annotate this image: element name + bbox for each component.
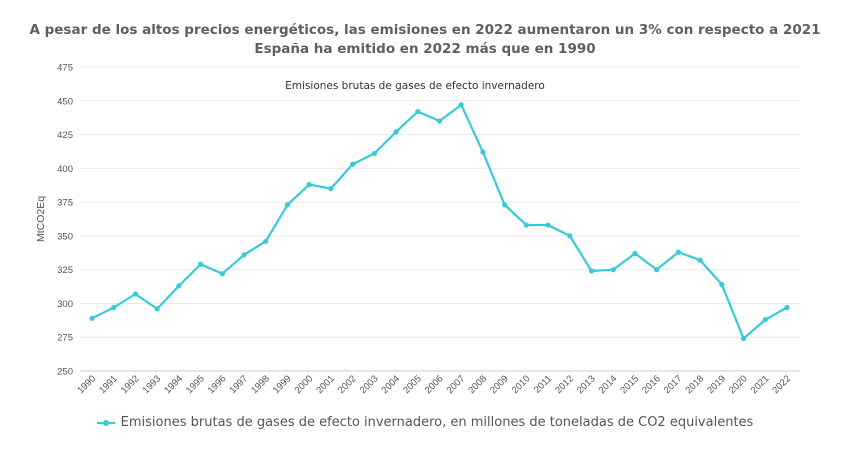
data-point[interactable] xyxy=(111,304,117,311)
x-tick-label: 1990 xyxy=(75,373,98,396)
data-point[interactable] xyxy=(632,250,638,257)
y-axis-label: MtCO2Eq xyxy=(35,196,47,242)
data-point[interactable] xyxy=(328,186,334,192)
x-tick-label: 1993 xyxy=(141,373,164,396)
x-tick-label: 2020 xyxy=(727,373,750,396)
x-axis-ticks: 1990199119921993199419951996199719981999… xyxy=(75,373,793,396)
data-point[interactable] xyxy=(480,149,486,155)
x-tick-label: 2002 xyxy=(336,373,359,396)
x-tick-label: 2007 xyxy=(445,373,468,396)
x-tick-label: 2005 xyxy=(401,373,424,396)
data-point[interactable] xyxy=(458,102,464,108)
data-point[interactable] xyxy=(523,222,529,228)
x-tick-label: 2014 xyxy=(597,373,620,396)
y-axis-ticks: 250 275 300 325 350 375 400 425 450 475 xyxy=(57,63,73,378)
chart-inner-title: Emisiones brutas de gases de efecto inve… xyxy=(285,80,545,92)
data-point[interactable] xyxy=(762,317,768,323)
data-point[interactable] xyxy=(176,283,182,289)
chart-subheadline: España ha emitido en 2022 más que en 199… xyxy=(254,41,596,57)
y-tick-label: 400 xyxy=(57,164,73,175)
data-point[interactable] xyxy=(241,252,247,258)
y-tick-label: 250 xyxy=(57,367,73,378)
x-tick-label: 2015 xyxy=(618,373,641,396)
x-tick-label: 2017 xyxy=(662,373,685,396)
data-point[interactable] xyxy=(697,257,703,263)
data-point[interactable] xyxy=(502,202,508,208)
legend[interactable]: Emisiones brutas de gases de efecto inve… xyxy=(0,415,850,430)
legend-marker-icon xyxy=(96,418,115,428)
data-point[interactable] xyxy=(132,291,139,297)
data-point[interactable] xyxy=(740,335,747,342)
y-tick-label: 425 xyxy=(57,130,73,141)
x-tick-label: 2012 xyxy=(553,373,576,396)
data-point[interactable] xyxy=(306,181,312,188)
data-point[interactable] xyxy=(610,267,616,273)
x-tick-label: 1992 xyxy=(119,373,142,396)
x-tick-label: 2006 xyxy=(423,373,446,396)
data-point[interactable] xyxy=(436,118,443,124)
x-tick-label: 1997 xyxy=(227,373,250,396)
data-point[interactable] xyxy=(545,222,551,228)
x-tick-label: 2019 xyxy=(705,373,728,396)
x-tick-label: 2001 xyxy=(314,373,337,396)
y-tick-label: 325 xyxy=(57,265,73,276)
data-point[interactable] xyxy=(350,161,356,167)
y-tick-label: 450 xyxy=(57,96,73,107)
legend-label: Emisiones brutas de gases de efecto inve… xyxy=(120,415,754,430)
x-tick-label: 1996 xyxy=(206,373,229,396)
data-point[interactable] xyxy=(197,261,204,267)
data-point[interactable] xyxy=(415,108,421,115)
data-point[interactable] xyxy=(263,238,269,244)
data-point[interactable] xyxy=(219,271,225,277)
x-tick-label: 2009 xyxy=(488,373,511,396)
y-tick-label: 350 xyxy=(57,231,73,242)
x-tick-label: 1998 xyxy=(249,373,272,396)
x-tick-label: 1991 xyxy=(97,373,120,396)
data-point[interactable] xyxy=(654,267,660,273)
x-tick-label: 2011 xyxy=(532,373,554,395)
x-tick-label: 2010 xyxy=(510,373,533,396)
series-emisiones xyxy=(89,102,790,342)
x-tick-label: 1995 xyxy=(184,373,207,396)
data-point[interactable] xyxy=(784,304,790,311)
chart-headline: A pesar de los altos precios energéticos… xyxy=(29,22,821,38)
y-tick-label: 275 xyxy=(57,333,73,344)
x-tick-label: 2000 xyxy=(293,373,316,396)
gridlines xyxy=(80,66,800,372)
data-point[interactable] xyxy=(675,249,682,255)
x-tick-label: 2008 xyxy=(466,373,489,396)
data-point[interactable] xyxy=(284,202,291,208)
x-tick-label: 2003 xyxy=(358,373,381,396)
data-point[interactable] xyxy=(588,268,595,274)
x-tick-label: 2013 xyxy=(575,373,598,396)
x-tick-label: 2016 xyxy=(640,373,663,396)
x-tick-label: 1994 xyxy=(162,373,185,396)
x-tick-label: 1999 xyxy=(271,373,294,396)
x-tick-label: 2018 xyxy=(684,373,707,396)
data-point[interactable] xyxy=(393,129,399,135)
data-point[interactable] xyxy=(719,281,725,288)
data-point[interactable] xyxy=(371,150,377,157)
x-tick-label: 2021 xyxy=(749,373,772,396)
y-tick-label: 300 xyxy=(57,299,73,310)
data-point[interactable] xyxy=(567,233,573,239)
data-point[interactable] xyxy=(89,315,95,321)
y-tick-label: 375 xyxy=(57,198,73,209)
y-tick-label: 475 xyxy=(57,63,73,74)
x-tick-label: 2022 xyxy=(770,373,793,396)
data-point[interactable] xyxy=(154,306,160,312)
x-tick-label: 2004 xyxy=(379,373,402,396)
